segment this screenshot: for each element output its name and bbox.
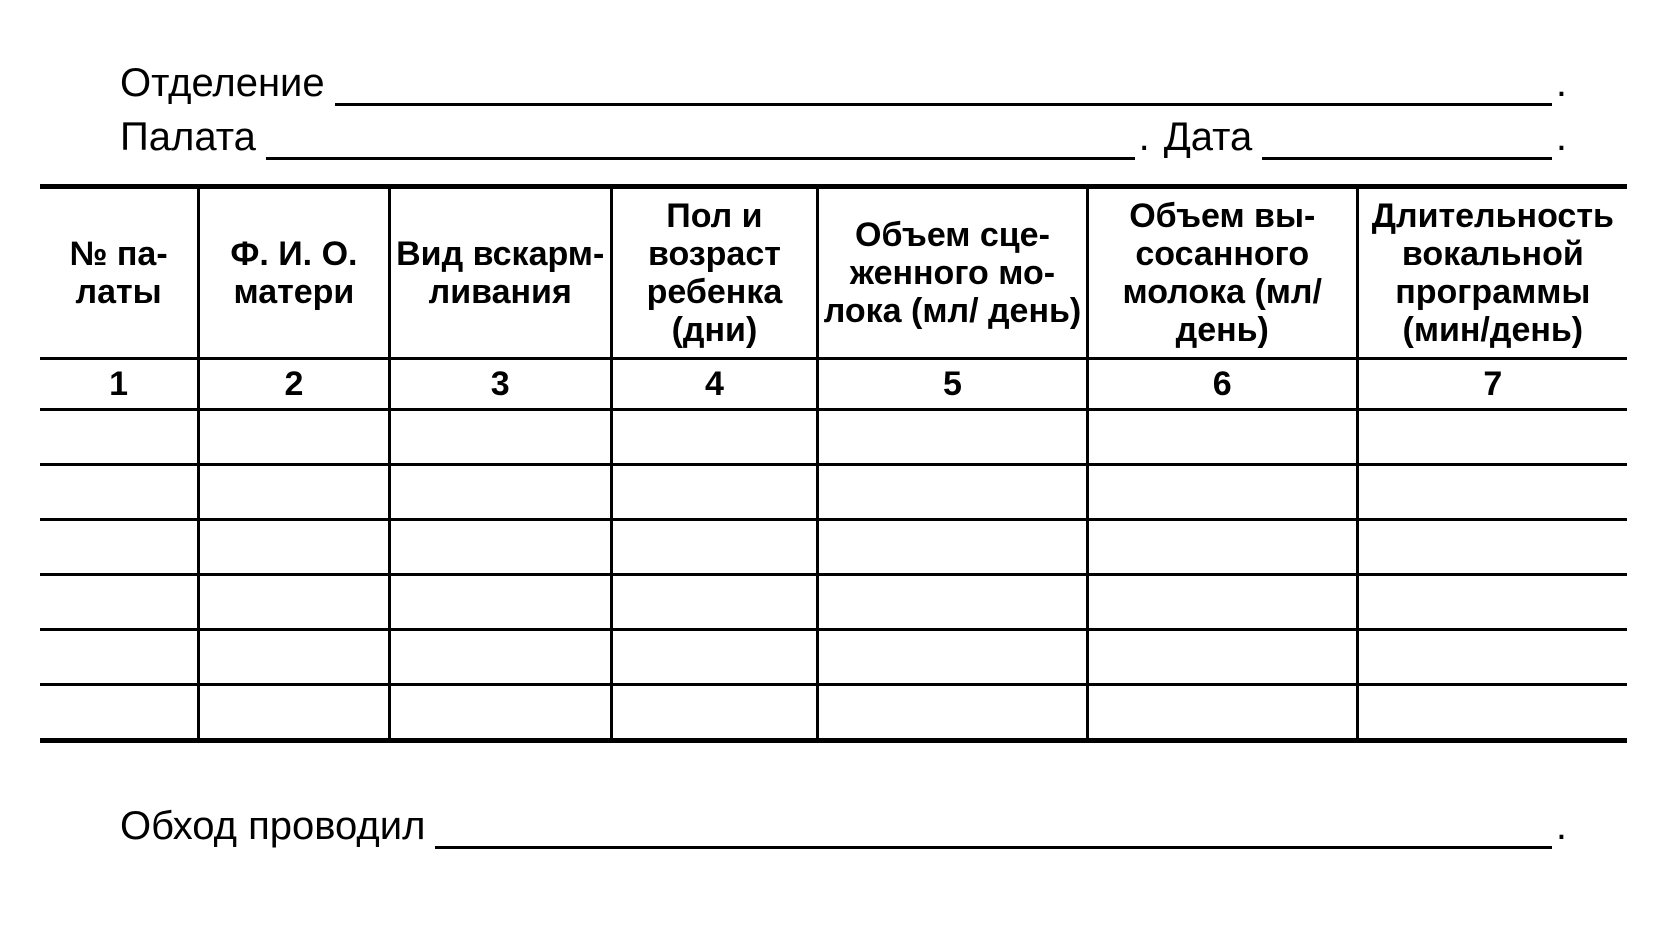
col-header-3: Вид вскарм­ливания (389, 187, 611, 359)
cell-blank[interactable] (818, 685, 1088, 741)
cell-blank[interactable] (611, 465, 817, 520)
col-number-1: 1 (40, 359, 199, 410)
cell-blank[interactable] (389, 630, 611, 685)
dot: . (1552, 803, 1567, 849)
date-label: Дата (1164, 114, 1263, 160)
cell-blank[interactable] (40, 630, 199, 685)
cell-blank[interactable] (611, 685, 817, 741)
cell-blank[interactable] (199, 520, 389, 575)
ward-date-row: Палата . Дата . (120, 114, 1627, 160)
cell-blank[interactable] (1357, 410, 1627, 465)
cell-blank[interactable] (40, 520, 199, 575)
cell-blank[interactable] (1087, 575, 1357, 630)
table-row (40, 575, 1627, 630)
cell-blank[interactable] (818, 410, 1088, 465)
conducted-by-label: Обход проводил (120, 803, 435, 849)
col-header-2: Ф. И. О. матери (199, 187, 389, 359)
col-number-7: 7 (1357, 359, 1627, 410)
cell-blank[interactable] (40, 465, 199, 520)
ward-blank-line[interactable] (266, 121, 1135, 160)
col-header-5: Объем сце­женного мо­лока (мл/ день) (818, 187, 1088, 359)
table-row (40, 630, 1627, 685)
cell-blank[interactable] (611, 410, 817, 465)
cell-blank[interactable] (1357, 465, 1627, 520)
cell-blank[interactable] (1087, 410, 1357, 465)
cell-blank[interactable] (40, 685, 199, 741)
cell-blank[interactable] (1357, 630, 1627, 685)
col-number-5: 5 (818, 359, 1088, 410)
cell-blank[interactable] (389, 685, 611, 741)
col-number-2: 2 (199, 359, 389, 410)
cell-blank[interactable] (611, 520, 817, 575)
cell-blank[interactable] (818, 465, 1088, 520)
cell-blank[interactable] (1087, 685, 1357, 741)
cell-blank[interactable] (389, 575, 611, 630)
department-blank-line[interactable] (335, 67, 1552, 106)
cell-blank[interactable] (199, 465, 389, 520)
cell-blank[interactable] (199, 630, 389, 685)
cell-blank[interactable] (199, 685, 389, 741)
col-number-3: 3 (389, 359, 611, 410)
col-header-7: Длитель­ность во­кальной про­граммы (мин… (1357, 187, 1627, 359)
header-fields: Отделение . Палата . Дата . (40, 60, 1627, 160)
dot: . (1552, 60, 1567, 106)
cell-blank[interactable] (611, 575, 817, 630)
dot: . (1135, 114, 1150, 160)
cell-blank[interactable] (389, 410, 611, 465)
conducted-by-row: Обход проводил . (120, 803, 1627, 849)
cell-blank[interactable] (818, 630, 1088, 685)
conducted-by-blank-line[interactable] (435, 810, 1551, 849)
table-row (40, 410, 1627, 465)
table-row (40, 520, 1627, 575)
cell-blank[interactable] (1087, 630, 1357, 685)
col-header-6: Объем вы­сосанного молока (мл/ день) (1087, 187, 1357, 359)
cell-blank[interactable] (818, 520, 1088, 575)
cell-blank[interactable] (1357, 685, 1627, 741)
department-label: Отделение (120, 60, 335, 106)
ward-label: Палата (120, 114, 266, 160)
cell-blank[interactable] (199, 410, 389, 465)
cell-blank[interactable] (199, 575, 389, 630)
cell-blank[interactable] (1087, 520, 1357, 575)
table-row (40, 465, 1627, 520)
table-header-row: № па­латыФ. И. О. материВид вскарм­ливан… (40, 187, 1627, 359)
cell-blank[interactable] (389, 465, 611, 520)
cell-blank[interactable] (389, 520, 611, 575)
cell-blank[interactable] (1357, 520, 1627, 575)
table-row (40, 685, 1627, 741)
cell-blank[interactable] (1357, 575, 1627, 630)
column-number-row: 1234567 (40, 359, 1627, 410)
col-number-4: 4 (611, 359, 817, 410)
department-row: Отделение . (120, 60, 1627, 106)
cell-blank[interactable] (818, 575, 1088, 630)
cell-blank[interactable] (611, 630, 817, 685)
col-header-4: Пол и возраст ребенка (дни) (611, 187, 817, 359)
col-number-6: 6 (1087, 359, 1357, 410)
footer-fields: Обход проводил . (40, 803, 1627, 849)
col-header-1: № па­латы (40, 187, 199, 359)
dot: . (1552, 114, 1567, 160)
cell-blank[interactable] (40, 410, 199, 465)
date-blank-line[interactable] (1262, 121, 1552, 160)
cell-blank[interactable] (1087, 465, 1357, 520)
records-table: № па­латыФ. И. О. материВид вскарм­ливан… (40, 184, 1627, 743)
cell-blank[interactable] (40, 575, 199, 630)
